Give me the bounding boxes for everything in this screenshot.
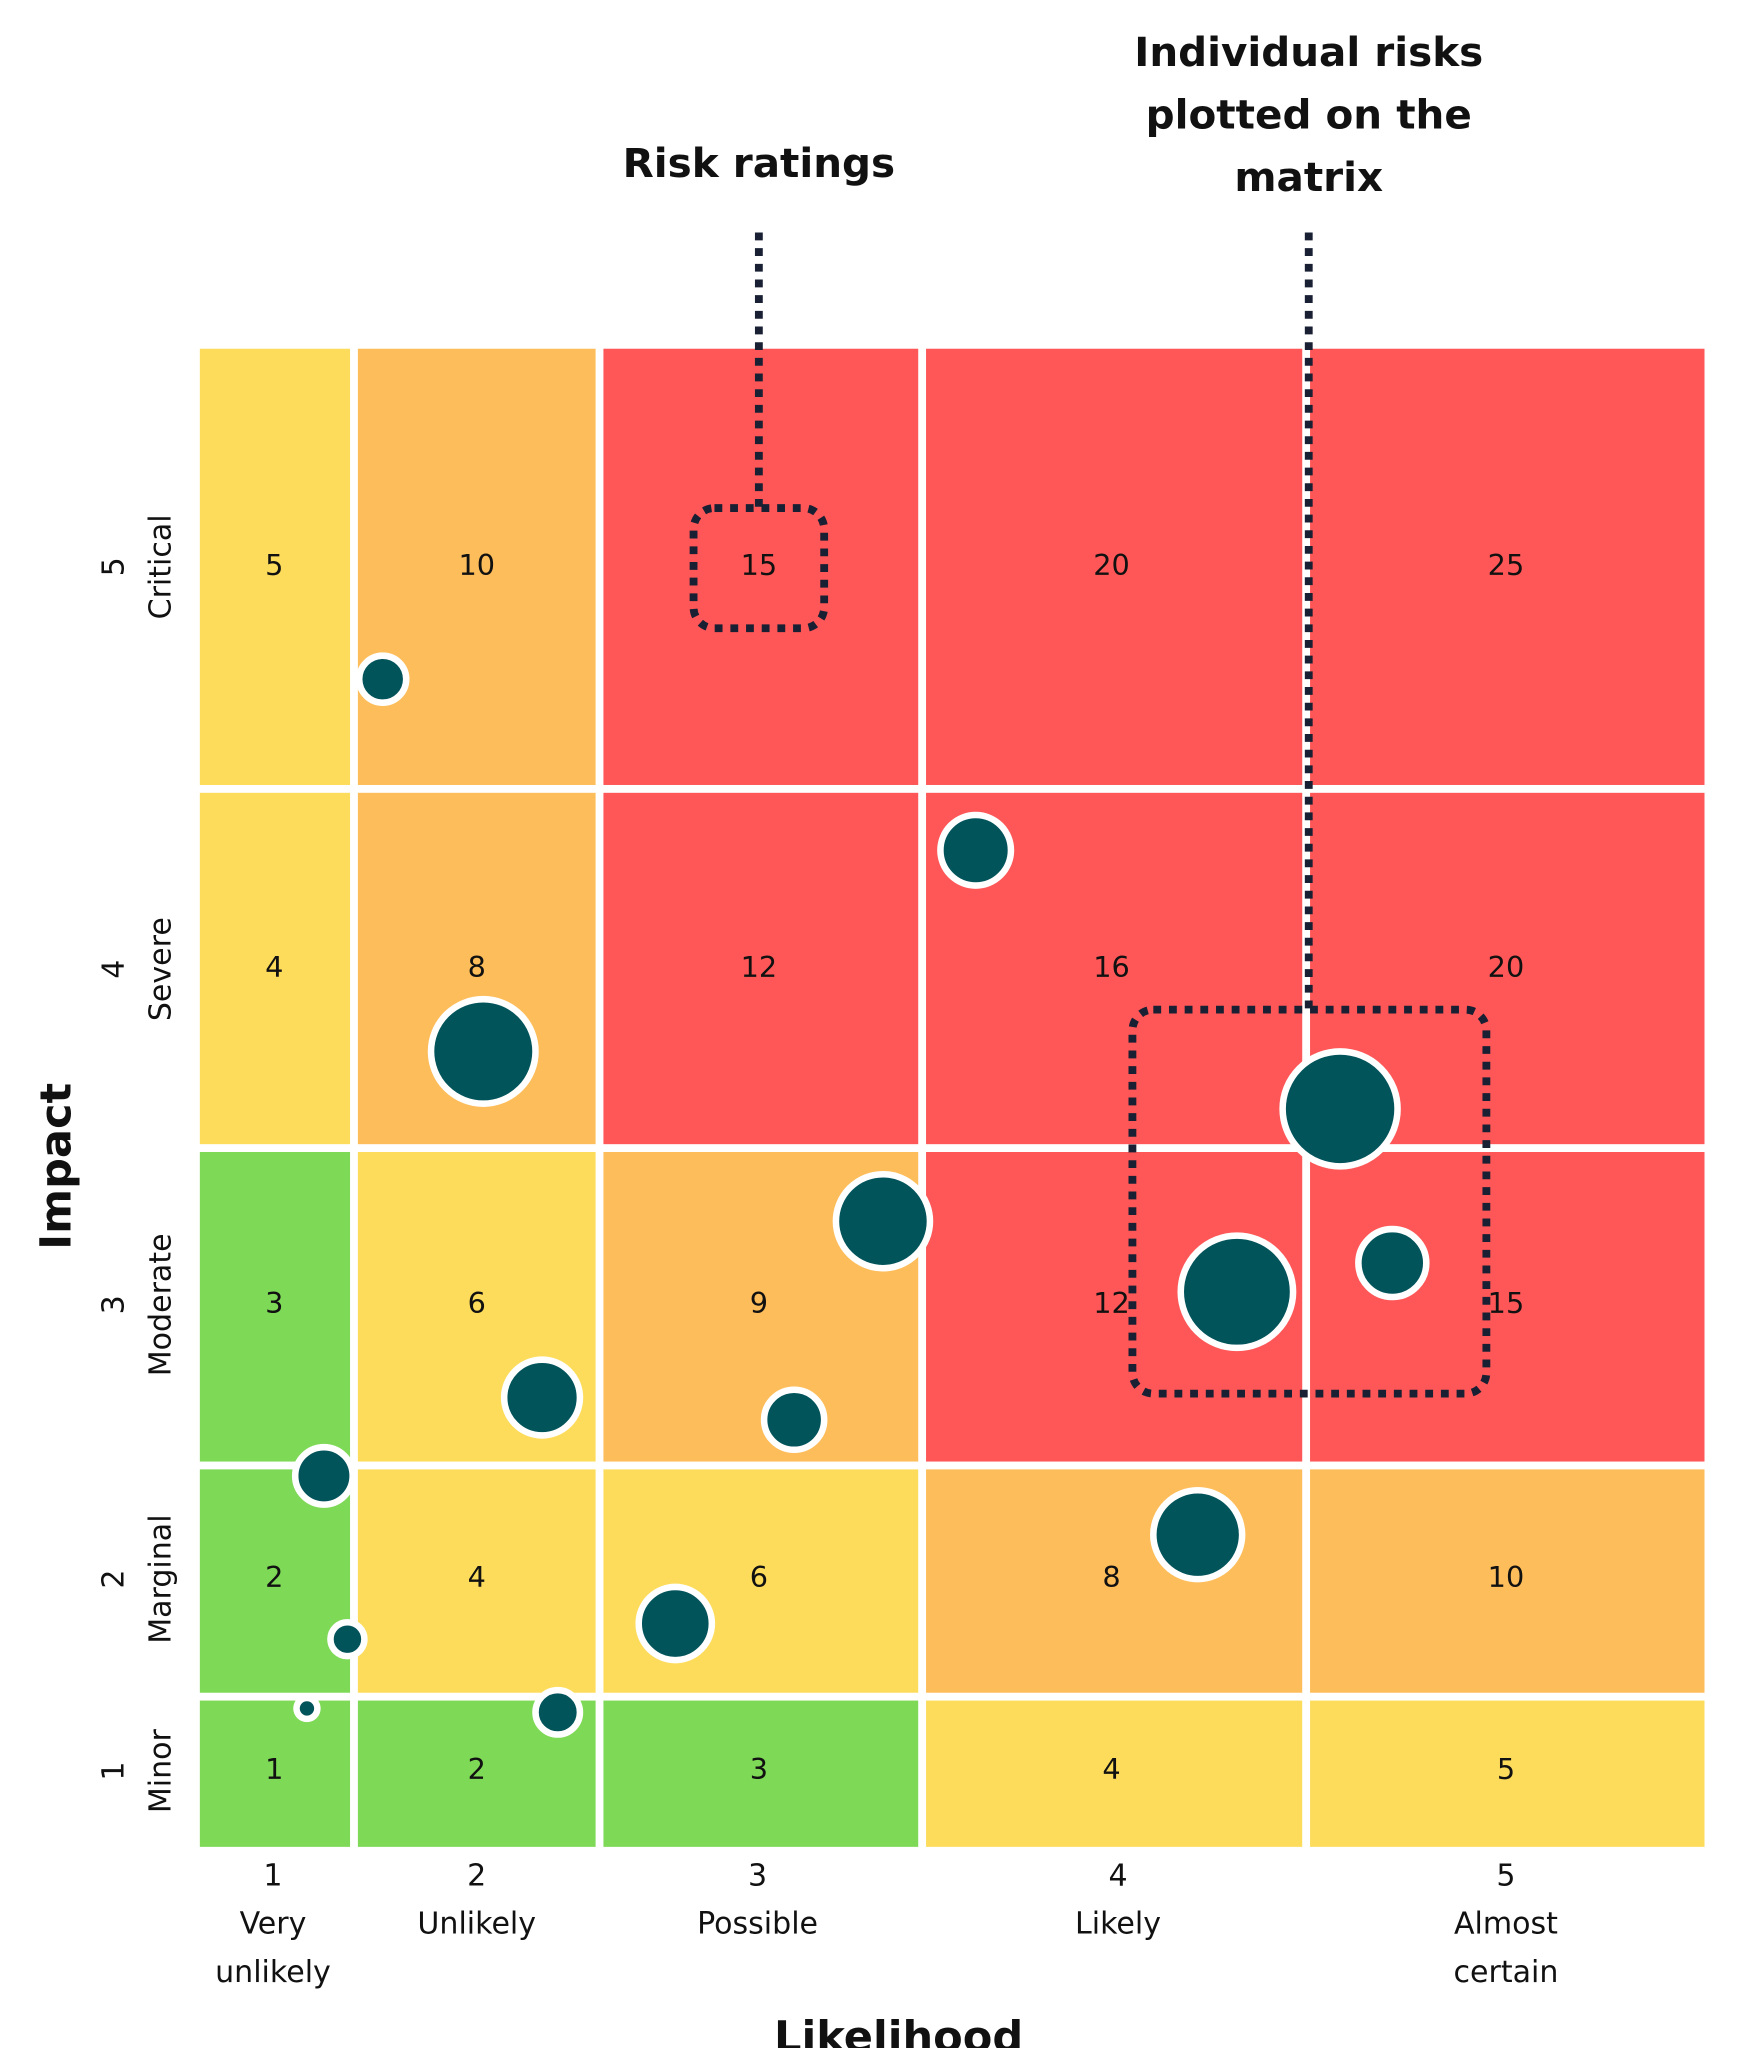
- cell-rating: 12: [741, 950, 778, 984]
- y-level-name: Severe: [143, 917, 178, 1021]
- cell-rating: 12: [1093, 1286, 1130, 1320]
- callouts: [689, 232, 1491, 1398]
- risk: [327, 1618, 368, 1660]
- risk: [1279, 1048, 1401, 1170]
- cell-rating: 5: [265, 548, 283, 582]
- risk: [760, 1386, 828, 1454]
- risk: [635, 1583, 716, 1664]
- cell-rating: 2: [468, 1752, 486, 1786]
- cell-rating: 3: [750, 1752, 768, 1786]
- cell-rating: 2: [265, 1560, 283, 1594]
- x-level-name: Likely: [1075, 1907, 1161, 1942]
- risk: [293, 1694, 321, 1723]
- cell: [926, 1700, 1303, 1847]
- cell-rating: 15: [741, 548, 778, 582]
- y-level-number: 1: [96, 1762, 131, 1781]
- x-level-name: certain: [1454, 1955, 1559, 1990]
- cell-rating: 4: [468, 1560, 486, 1594]
- cell-rating: 6: [468, 1286, 486, 1320]
- risk: [355, 652, 410, 706]
- cell: [603, 1700, 919, 1847]
- x-level-name: Possible: [697, 1907, 818, 1942]
- y-level-number: 5: [96, 557, 131, 576]
- risk: [1150, 1487, 1246, 1583]
- y-level-name: Minor: [143, 1728, 178, 1813]
- cell-rating: 8: [468, 950, 486, 984]
- y-level-name: Critical: [143, 514, 178, 619]
- cell: [1310, 1700, 1705, 1847]
- risk-bubbles: [291, 652, 1430, 1738]
- cell: [926, 348, 1303, 785]
- x-axis-title: Likelihood: [774, 2013, 1023, 2048]
- y-level-number: 3: [96, 1295, 131, 1314]
- cell: [1310, 1152, 1705, 1462]
- cell-rating: 5: [1497, 1752, 1515, 1786]
- x-level-name: Almost: [1454, 1907, 1558, 1942]
- annotation: matrix: [1234, 153, 1383, 201]
- annotation: plotted on the: [1146, 91, 1472, 139]
- x-level-name: Unlikely: [417, 1907, 536, 1942]
- y-level-number: 2: [96, 1570, 131, 1589]
- cell-rating: 4: [265, 950, 283, 984]
- cell-rating: 10: [458, 548, 495, 582]
- cell: [357, 348, 596, 785]
- x-level-name: Very: [240, 1907, 307, 1942]
- cell-rating: 6: [750, 1560, 768, 1594]
- cell: [603, 792, 919, 1145]
- cell-rating: 20: [1093, 548, 1130, 582]
- annotation: Individual risks: [1134, 28, 1483, 76]
- cell-rating: 20: [1488, 950, 1525, 984]
- cell: [926, 1469, 1303, 1693]
- cell: [199, 348, 351, 785]
- x-level-number: 3: [748, 1858, 767, 1893]
- x-level-name: unlikely: [215, 1955, 331, 1990]
- risk: [937, 811, 1015, 889]
- callout-box: [689, 504, 829, 633]
- cell-rating: 10: [1488, 1560, 1525, 1594]
- risk: [1355, 1225, 1430, 1301]
- cell: [357, 1469, 596, 1693]
- cell-rating: 15: [1488, 1286, 1525, 1320]
- cell: [1310, 348, 1705, 785]
- risk: [832, 1170, 934, 1272]
- risk: [532, 1686, 584, 1738]
- cell-rating: 16: [1093, 950, 1130, 984]
- y-axis-title: Impact: [31, 1083, 81, 1250]
- cell: [199, 1152, 351, 1462]
- cell: [199, 1700, 351, 1847]
- x-level-number: 2: [467, 1858, 486, 1893]
- y-level-name: Moderate: [143, 1233, 178, 1376]
- cell-rating: 3: [265, 1286, 283, 1320]
- cell-rating: 9: [750, 1286, 768, 1320]
- risk: [427, 995, 539, 1107]
- cell: [1310, 1469, 1705, 1693]
- x-level-number: 1: [263, 1858, 282, 1893]
- cells: 5 10 15 20 254 8 12 16 203 6 9 12 152 4 6 8 101 2 3 4 5: [199, 348, 1705, 1847]
- x-level-number: 4: [1108, 1858, 1127, 1893]
- cell-rating: 25: [1488, 548, 1525, 582]
- risk: [1177, 1232, 1297, 1352]
- cell-rating: 8: [1102, 1560, 1120, 1594]
- x-level-number: 5: [1496, 1858, 1515, 1893]
- y-level-number: 4: [96, 960, 131, 979]
- cell-rating: 4: [1102, 1752, 1120, 1786]
- annotation: Risk ratings: [623, 139, 895, 187]
- risk: [500, 1356, 584, 1439]
- cell: [199, 792, 351, 1145]
- y-level-name: Marginal: [143, 1514, 178, 1643]
- cell-rating: 1: [265, 1752, 283, 1786]
- risk: [291, 1443, 356, 1508]
